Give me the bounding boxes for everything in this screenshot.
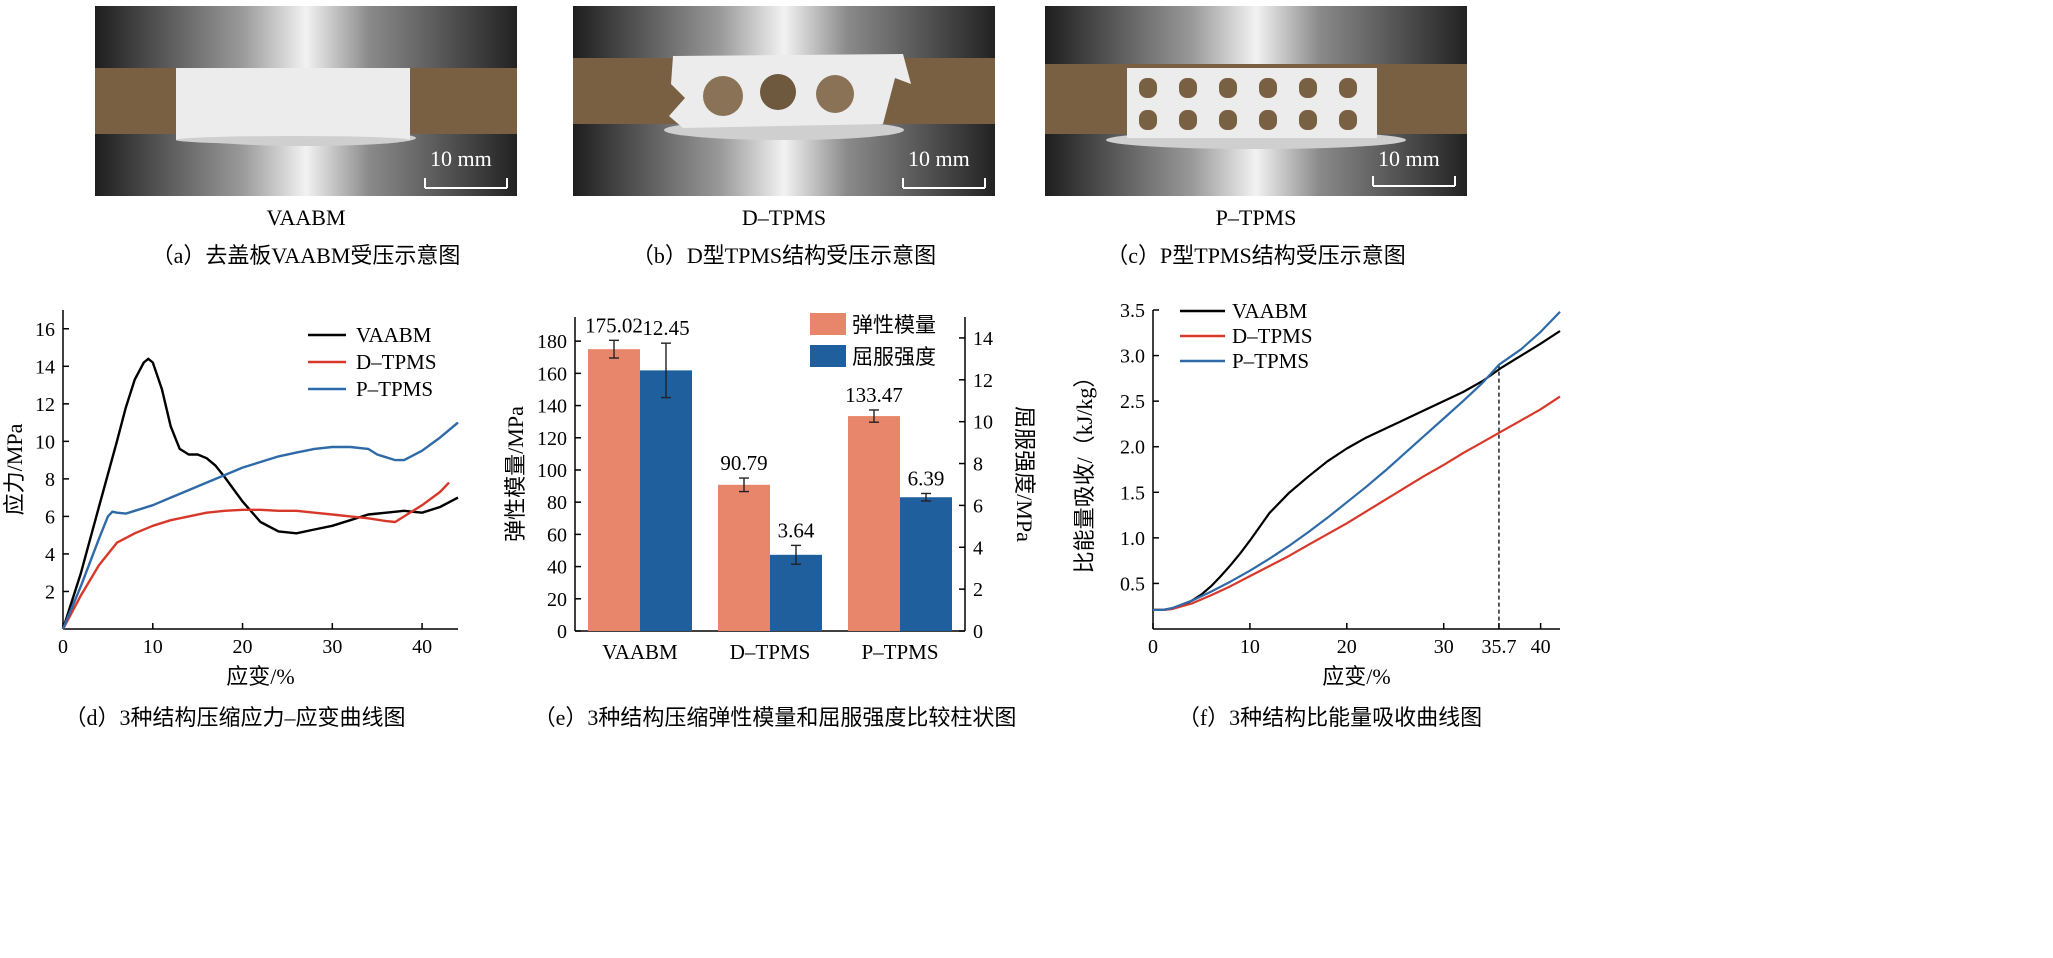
y-tick-label: 2.5	[1120, 391, 1145, 413]
photo-vaabm-drawing	[95, 6, 517, 196]
y-tick-label: 4	[45, 544, 55, 566]
photo-label-p-tpms: P–TPMS	[1215, 205, 1297, 230]
y-tick-label: 8	[45, 469, 55, 491]
x-tick-label: 10	[143, 636, 163, 658]
x-axis-label: 应变/%	[226, 664, 294, 689]
photo-p-tpms-drawing	[1045, 6, 1467, 196]
caption-e: （e）3种结构压缩弹性模量和屈服强度比较柱状图	[533, 705, 1017, 730]
y2-tick-label: 8	[973, 454, 983, 476]
data-label: 6.39	[908, 466, 945, 490]
x-tick-label: 30	[1434, 636, 1454, 658]
scale-bar-label: 10 mm	[430, 146, 492, 171]
bar-屈服强度	[770, 554, 822, 631]
x-tick-label: 0	[1148, 636, 1158, 658]
y-tick-label: 100	[537, 460, 567, 482]
y-tick-label: 10	[35, 431, 55, 453]
photo-d-tpms: 10 mm	[573, 6, 995, 196]
y-tick-label: 1.5	[1120, 482, 1145, 504]
y-tick-label: 2	[45, 581, 55, 603]
y-tick-label: 80	[547, 492, 567, 514]
y-tick-label: 160	[537, 363, 567, 385]
legend-label: P–TPMS	[356, 377, 433, 401]
photo-d-tpms-drawing	[573, 6, 995, 196]
x-tick-label: D–TPMS	[730, 640, 811, 664]
y2-tick-label: 10	[973, 412, 993, 434]
y-tick-label: 16	[35, 319, 55, 341]
legend-label: VAABM	[356, 323, 432, 347]
bar-弹性模量	[718, 484, 770, 631]
y-tick-label: 180	[537, 331, 567, 353]
series-line-P–TPMS	[61, 421, 459, 630]
legend-label: VAABM	[1232, 299, 1308, 323]
x-tick-label: 10	[1240, 636, 1260, 658]
x-tick-label: 40	[412, 636, 432, 658]
bar-弹性模量	[588, 349, 640, 631]
x-tick-label: 0	[58, 636, 68, 658]
data-label: 133.47	[845, 383, 903, 407]
y-axis-label: 比能量吸收/（kJ/kg）	[1072, 366, 1097, 574]
y-tick-label: 40	[547, 557, 567, 579]
caption-b: （b）D型TPMS结构受压示意图	[631, 243, 937, 268]
x-tick-label: 40	[1531, 636, 1551, 658]
legend-swatch	[810, 313, 846, 335]
data-label: 90.79	[720, 451, 767, 475]
series-line-D–TPMS	[1153, 395, 1561, 611]
charts-canvas: 0 10 20 30 40246810121416应变/%应力/MPaVAABMD–TP…	[2, 299, 1561, 689]
y-tick-label: 14	[35, 356, 55, 378]
y2-tick-label: 0	[973, 621, 983, 643]
bar-屈服强度	[900, 497, 952, 631]
x-tick-label: 30	[322, 636, 342, 658]
y-tick-label: 120	[537, 428, 567, 450]
y-tick-label: 12	[35, 394, 55, 416]
y2-tick-label: 6	[973, 495, 983, 517]
bar-屈服强度	[640, 370, 692, 631]
x-axis-label: 应变/%	[1322, 664, 1390, 689]
photo-label-d-tpms: D–TPMS	[741, 205, 827, 230]
y-tick-label: 20	[547, 589, 567, 611]
photo-vaabm: 10 mm	[95, 6, 517, 196]
photo-label-vaabm: VAABM	[266, 205, 346, 230]
y-tick-label: 140	[537, 396, 567, 418]
scale-bar-label: 10 mm	[908, 146, 970, 171]
scale-bar-label: 10 mm	[1378, 146, 1440, 171]
caption-a: （a）去盖板VAABM受压示意图	[151, 243, 461, 268]
x-tick-label: 20	[1337, 636, 1357, 658]
y2-tick-label: 4	[973, 537, 983, 559]
legend-label: P–TPMS	[1232, 349, 1309, 373]
y-tick-label: 2.0	[1120, 437, 1145, 459]
legend-label: 屈服强度	[852, 345, 936, 369]
caption-f: （f）3种结构比能量吸收曲线图	[1177, 705, 1483, 730]
data-label: 3.64	[778, 518, 815, 542]
caption-c: （c）P型TPMS结构受压示意图	[1106, 243, 1406, 268]
x-tick-label: 20	[233, 636, 253, 658]
y2-tick-label: 12	[973, 370, 993, 392]
x-tick-label: 35.7	[1481, 636, 1516, 658]
y-axis-label: 应力/MPa	[2, 423, 27, 515]
y2-tick-label: 2	[973, 579, 983, 601]
y-tick-label: 3.0	[1120, 346, 1145, 368]
series-line-P–TPMS	[1153, 311, 1561, 611]
series-line-VAABM	[61, 357, 459, 630]
y-tick-label: 60	[547, 524, 567, 546]
y-tick-label: 0	[557, 621, 567, 643]
caption-d: （d）3种结构压缩应力–应变曲线图	[64, 705, 406, 730]
data-label: 12.45	[642, 316, 689, 340]
legend-label: 弹性模量	[852, 313, 936, 337]
y-axis-label: 弹性模量/MPa	[503, 406, 528, 542]
series-line-D–TPMS	[61, 481, 450, 630]
bar-弹性模量	[848, 416, 900, 631]
x-tick-label: P–TPMS	[861, 640, 938, 664]
legend-swatch	[810, 345, 846, 367]
y2-axis-label: 屈服强度/MPa	[1012, 406, 1037, 542]
photo-p-tpms: 10 mm	[1045, 6, 1467, 196]
legend-label: D–TPMS	[356, 350, 437, 374]
y-tick-label: 0.5	[1120, 573, 1145, 595]
y-tick-label: 1.0	[1120, 528, 1145, 550]
y2-tick-label: 14	[973, 328, 993, 350]
legend-label: D–TPMS	[1232, 324, 1313, 348]
y-tick-label: 6	[45, 506, 55, 528]
y-tick-label: 3.5	[1120, 300, 1145, 322]
x-tick-label: VAABM	[602, 640, 678, 664]
data-label: 175.02	[585, 313, 643, 337]
